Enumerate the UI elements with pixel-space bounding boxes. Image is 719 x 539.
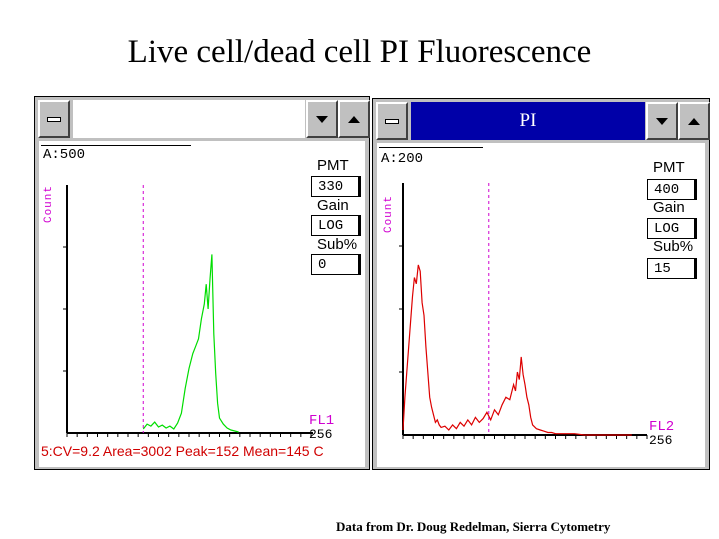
- minimize-button[interactable]: [646, 102, 678, 140]
- histogram-trace: [142, 254, 239, 433]
- titlebar-fl1: [38, 100, 370, 138]
- x-axis-label: FL2: [649, 419, 675, 435]
- system-menu-icon: [385, 118, 399, 124]
- histogram-plot-fl1: [63, 185, 313, 437]
- window-caption-fl1: [73, 100, 305, 138]
- system-menu-button[interactable]: [376, 102, 408, 140]
- x-axis-max-label: 256: [309, 427, 333, 442]
- sub-percent-field[interactable]: 15: [647, 258, 697, 279]
- statistics-readout: 5:CV=9.2 Area=3002 Peak=152 Mean=145 C: [41, 443, 324, 459]
- histogram-window-fl1: A:500 Count PMT 330 Gain LOG Sub% 0 FL1 …: [34, 96, 370, 470]
- sub-percent-label: Sub%: [317, 236, 358, 253]
- pmt-label: PMT: [653, 159, 685, 176]
- pmt-field[interactable]: 400: [647, 179, 697, 200]
- system-menu-button[interactable]: [38, 100, 70, 138]
- region-underline: [41, 145, 191, 146]
- minimize-button[interactable]: [306, 100, 338, 138]
- gain-field[interactable]: LOG: [647, 218, 697, 239]
- maximize-button[interactable]: [678, 102, 710, 140]
- y-axis-label: Count: [43, 185, 55, 224]
- region-label: A:500: [43, 147, 86, 163]
- y-axis-label: Count: [383, 195, 395, 234]
- pmt-field[interactable]: 330: [311, 176, 361, 197]
- x-axis-label: FL1: [309, 413, 335, 429]
- gain-field[interactable]: LOG: [311, 215, 361, 236]
- data-credit: Data from Dr. Doug Redelman, Sierra Cyto…: [336, 519, 611, 534]
- pmt-label: PMT: [317, 157, 349, 174]
- x-axis-max-label: 256: [649, 433, 673, 448]
- window-caption-fl2: PI: [411, 102, 645, 140]
- maximize-button[interactable]: [338, 100, 370, 138]
- system-menu-icon: [47, 116, 61, 122]
- region-label: A:200: [381, 151, 424, 167]
- histogram-client-fl2: A:200 Count PMT 400 Gain LOG Sub% 15 FL2…: [377, 143, 705, 467]
- gain-label: Gain: [317, 197, 349, 214]
- minimize-arrow-icon: [656, 117, 668, 125]
- region-underline: [379, 147, 483, 148]
- histogram-plot-fl2: [399, 183, 648, 439]
- gain-label: Gain: [653, 199, 685, 216]
- maximize-arrow-icon: [348, 115, 360, 123]
- histogram-client-fl1: A:500 Count PMT 330 Gain LOG Sub% 0 FL1 …: [39, 141, 365, 467]
- titlebar-fl2: PI: [376, 102, 710, 140]
- minimize-arrow-icon: [316, 115, 328, 123]
- maximize-arrow-icon: [688, 117, 700, 125]
- sub-percent-label: Sub%: [653, 238, 694, 255]
- histogram-trace: [402, 264, 632, 436]
- histogram-window-fl2: PI A:200 Count PMT 400 Gain LOG Sub% 15 …: [372, 98, 710, 470]
- sub-percent-field[interactable]: 0: [311, 254, 361, 275]
- slide-title: Live cell/dead cell PI Fluorescence: [127, 34, 592, 70]
